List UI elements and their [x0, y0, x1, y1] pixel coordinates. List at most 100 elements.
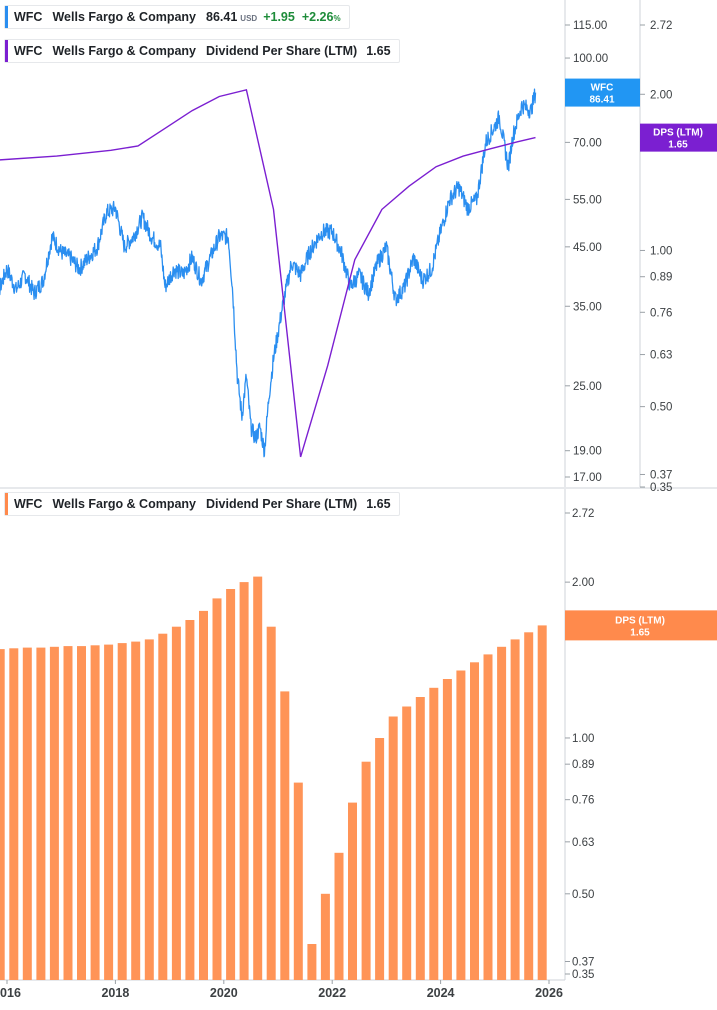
legend-price-company: Wells Fargo & Company: [52, 10, 197, 24]
legend-dps-bottom-metric: Dividend Per Share (LTM): [206, 497, 358, 511]
dps-bar: [144, 639, 154, 980]
legend-dps-top-metric: Dividend Per Share (LTM): [206, 44, 358, 58]
price-axis-label: 45.00: [573, 242, 602, 254]
bar-axis-label: 0.89: [572, 759, 594, 771]
dps-bar: [497, 646, 507, 980]
x-axis-label: 2026: [535, 986, 563, 1000]
legend-price-change: +1.95: [263, 10, 295, 24]
legend-dps-bottom[interactable]: WFC Wells Fargo & Company Dividend Per S…: [4, 492, 400, 516]
dps-bar: [77, 646, 86, 980]
dps-bar: [293, 782, 303, 980]
dps-bar: [402, 706, 412, 980]
dps-bar: [524, 632, 534, 980]
price-axis-label: 19.00: [573, 446, 602, 458]
dps-axis-label: 0.37: [650, 469, 672, 481]
dps-bar: [415, 697, 425, 980]
price-axis-label: 25.00: [573, 381, 602, 393]
dps-bar: [361, 761, 371, 980]
dps-bar: [199, 610, 208, 980]
dps-bar: [63, 646, 73, 980]
price-axis-label: 70.00: [573, 137, 602, 149]
x-axis-label: 2016: [0, 986, 21, 1000]
dps-tag-bottom: [565, 610, 717, 641]
dps-bar: [90, 645, 100, 980]
dps-bar: [9, 648, 19, 980]
dps-axis-label: 1.00: [650, 245, 672, 257]
dps-bar: [429, 687, 439, 980]
dps-tag-top: [640, 123, 717, 152]
legend-price[interactable]: WFC Wells Fargo & Company 86.41 USD +1.9…: [4, 5, 350, 29]
dps-bar: [239, 582, 249, 980]
price-axis-label: 55.00: [573, 194, 602, 206]
dps-bar: [334, 852, 344, 980]
bar-axis-label: 0.76: [572, 795, 594, 807]
price-axis-label: 100.00: [573, 53, 608, 65]
dps-bar: [537, 625, 547, 980]
dps-bar: [253, 576, 263, 980]
price-axis-label: 35.00: [573, 301, 602, 313]
legend-dps-top[interactable]: WFC Wells Fargo & Company Dividend Per S…: [4, 39, 400, 63]
legend-dps-bottom-symbol: WFC: [14, 497, 43, 511]
dps-bar: [388, 716, 398, 980]
price-axis-label: 115.00: [573, 20, 607, 32]
legend-price-swatch: [5, 6, 8, 28]
dps-bar: [226, 589, 236, 980]
dps-bar: [185, 620, 195, 980]
legend-price-unit: USD: [240, 13, 258, 23]
bar-axis-label: 0.37: [572, 957, 594, 969]
dps-axis-label: 0.63: [650, 350, 672, 362]
dps-tag-top-label: DPS (LTM): [653, 128, 703, 139]
dps-axis-label: 0.76: [650, 307, 672, 319]
dps-axis-label: 2.00: [650, 89, 672, 101]
legend-dps-top-symbol: WFC: [14, 44, 43, 58]
dps-bar: [104, 644, 114, 980]
dps-bar: [280, 691, 290, 980]
legend-price-symbol: WFC: [14, 10, 43, 24]
x-axis-label: 2018: [101, 986, 129, 1000]
bar-axis-label: 1.00: [572, 733, 594, 745]
legend-dps-bottom-company: Wells Fargo & Company: [52, 497, 197, 511]
bar-axis-label: 0.50: [572, 889, 594, 901]
price-tag-value: 86.41: [589, 95, 614, 106]
dps-bar: [158, 633, 168, 980]
legend-dps-top-value: 1.65: [366, 44, 391, 58]
bar-axis-label: 2.72: [572, 508, 594, 520]
legend-dps-top-swatch: [5, 40, 8, 62]
dps-bar: [510, 639, 520, 980]
price-axis-label: 17.00: [573, 472, 602, 484]
legend-dps-bottom-swatch: [5, 493, 8, 515]
dps-bar: [171, 626, 181, 980]
dps-bar: [212, 598, 222, 980]
dps-bar: [456, 670, 466, 980]
dps-bar: [320, 893, 330, 980]
x-axis-label: 2022: [318, 986, 346, 1000]
legend-dps-top-company: Wells Fargo & Company: [52, 44, 197, 58]
x-axis-label: 2020: [210, 986, 238, 1000]
dps-bar: [22, 647, 32, 980]
dps-bar: [470, 662, 479, 980]
dps-tag-bottom-value: 1.65: [630, 627, 650, 638]
legend-dps-bottom-value: 1.65: [366, 497, 391, 511]
dps-series-line: [0, 88, 536, 458]
dps-bar: [131, 641, 141, 980]
dps-bar: [49, 646, 59, 980]
price-tag-symbol: WFC: [591, 83, 614, 94]
dps-bar: [36, 647, 46, 980]
dps-bar: [307, 944, 317, 980]
dps-bar: [348, 802, 357, 980]
dps-bar: [442, 679, 452, 980]
dps-axis-label: 2.72: [650, 20, 672, 32]
bar-axis-label: 0.35: [572, 969, 594, 981]
dps-axis-label: 0.89: [650, 272, 672, 284]
dps-bar: [483, 654, 493, 980]
dps-tag-bottom-label: DPS (LTM): [615, 615, 665, 626]
price-tag: [565, 78, 640, 107]
dps-bar: [117, 643, 127, 980]
dps-bar: [375, 738, 385, 980]
dps-tag-top-value: 1.65: [668, 140, 688, 151]
x-axis-label: 2024: [427, 986, 455, 1000]
dps-bar: [0, 649, 5, 980]
dps-bar: [266, 626, 276, 980]
